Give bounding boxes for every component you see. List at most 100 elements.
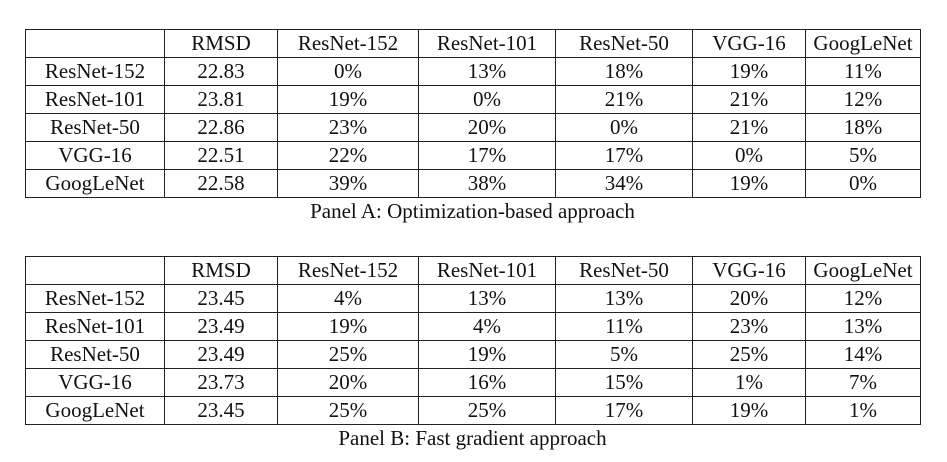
table-cell: 15% <box>555 368 693 397</box>
table-row: ResNet-101 23.49 19% 4% 11% 23% 13% <box>25 312 921 341</box>
header-cell <box>25 256 165 285</box>
table-cell: 23.81 <box>164 85 278 114</box>
header-cell: RMSD <box>164 29 278 58</box>
table-cell: 25% <box>692 340 806 369</box>
row-label: ResNet-50 <box>25 113 165 142</box>
table-cell: 39% <box>277 169 419 198</box>
table-cell: 23% <box>692 312 806 341</box>
table-cell: 5% <box>555 340 693 369</box>
table-cell: 0% <box>805 169 921 198</box>
table-cell: 19% <box>277 85 419 114</box>
table-cell: 17% <box>555 141 693 170</box>
table-cell: 23.45 <box>164 396 278 425</box>
table-cell: 20% <box>277 368 419 397</box>
table-cell: 4% <box>418 312 556 341</box>
row-label: VGG-16 <box>25 141 165 170</box>
results-table-panel-b: RMSD ResNet-152 ResNet-101 ResNet-50 VGG… <box>25 256 921 425</box>
table-cell: 23.73 <box>164 368 278 397</box>
table-cell: 25% <box>418 396 556 425</box>
header-cell: GoogLeNet <box>805 29 921 58</box>
table-header-row: RMSD ResNet-152 ResNet-101 ResNet-50 VGG… <box>25 256 921 285</box>
row-label: GoogLeNet <box>25 169 165 198</box>
table-cell: 23.49 <box>164 312 278 341</box>
table-row: GoogLeNet 23.45 25% 25% 17% 19% 1% <box>25 396 921 425</box>
header-cell: ResNet-101 <box>418 256 556 285</box>
table-cell: 12% <box>805 85 921 114</box>
table-cell: 0% <box>418 85 556 114</box>
table-cell: 25% <box>277 340 419 369</box>
table-cell: 17% <box>555 396 693 425</box>
row-label: VGG-16 <box>25 368 165 397</box>
row-label: ResNet-101 <box>25 85 165 114</box>
table-row: ResNet-152 22.83 0% 13% 18% 19% 11% <box>25 57 921 86</box>
panel-caption: Panel B: Fast gradient approach <box>338 426 607 450</box>
table-row: ResNet-152 23.45 4% 13% 13% 20% 12% <box>25 284 921 313</box>
table-cell: 0% <box>692 141 806 170</box>
table-cell: 0% <box>277 57 419 86</box>
table-cell: 5% <box>805 141 921 170</box>
table-cell: 19% <box>277 312 419 341</box>
table-cell: 14% <box>805 340 921 369</box>
table-cell: 13% <box>418 284 556 313</box>
header-cell: VGG-16 <box>692 256 806 285</box>
panel-b: RMSD ResNet-152 ResNet-101 ResNet-50 VGG… <box>25 256 921 451</box>
header-cell: GoogLeNet <box>805 256 921 285</box>
table-cell: 7% <box>805 368 921 397</box>
table-cell: 22.58 <box>164 169 278 198</box>
table-cell: 34% <box>555 169 693 198</box>
table-cell: 11% <box>805 57 921 86</box>
table-row: ResNet-50 22.86 23% 20% 0% 21% 18% <box>25 113 921 142</box>
results-table-panel-a: RMSD ResNet-152 ResNet-101 ResNet-50 VGG… <box>25 29 921 198</box>
table-cell: 4% <box>277 284 419 313</box>
table-cell: 21% <box>555 85 693 114</box>
table-cell: 20% <box>418 113 556 142</box>
header-cell: ResNet-50 <box>555 29 693 58</box>
panel-a: RMSD ResNet-152 ResNet-101 ResNet-50 VGG… <box>25 29 921 224</box>
table-cell: 19% <box>692 57 806 86</box>
row-label: ResNet-50 <box>25 340 165 369</box>
table-row: ResNet-50 23.49 25% 19% 5% 25% 14% <box>25 340 921 369</box>
table-cell: 38% <box>418 169 556 198</box>
header-cell <box>25 29 165 58</box>
table-cell: 19% <box>692 169 806 198</box>
header-cell: ResNet-50 <box>555 256 693 285</box>
table-cell: 19% <box>692 396 806 425</box>
table-cell: 16% <box>418 368 556 397</box>
table-cell: 21% <box>692 85 806 114</box>
table-header-row: RMSD ResNet-152 ResNet-101 ResNet-50 VGG… <box>25 29 921 58</box>
table-cell: 23.49 <box>164 340 278 369</box>
table-row: VGG-16 23.73 20% 16% 15% 1% 7% <box>25 368 921 397</box>
table-cell: 12% <box>805 284 921 313</box>
panel-caption: Panel A: Optimization-based approach <box>310 199 635 223</box>
table-cell: 22.51 <box>164 141 278 170</box>
table-cell: 1% <box>805 396 921 425</box>
table-cell: 13% <box>418 57 556 86</box>
table-cell: 1% <box>692 368 806 397</box>
header-cell: ResNet-152 <box>277 29 419 58</box>
table-cell: 13% <box>555 284 693 313</box>
table-cell: 22.83 <box>164 57 278 86</box>
table-cell: 25% <box>277 396 419 425</box>
table-cell: 22% <box>277 141 419 170</box>
table-row: VGG-16 22.51 22% 17% 17% 0% 5% <box>25 141 921 170</box>
table-cell: 19% <box>418 340 556 369</box>
row-label: ResNet-152 <box>25 284 165 313</box>
table-cell: 11% <box>555 312 693 341</box>
table-cell: 17% <box>418 141 556 170</box>
table-cell: 21% <box>692 113 806 142</box>
header-cell: VGG-16 <box>692 29 806 58</box>
header-cell: ResNet-152 <box>277 256 419 285</box>
row-label: ResNet-152 <box>25 57 165 86</box>
table-cell: 18% <box>555 57 693 86</box>
table-cell: 22.86 <box>164 113 278 142</box>
table-cell: 0% <box>555 113 693 142</box>
table-cell: 23% <box>277 113 419 142</box>
header-cell: ResNet-101 <box>418 29 556 58</box>
row-label: GoogLeNet <box>25 396 165 425</box>
row-label: ResNet-101 <box>25 312 165 341</box>
table-row: ResNet-101 23.81 19% 0% 21% 21% 12% <box>25 85 921 114</box>
table-cell: 23.45 <box>164 284 278 313</box>
table-cell: 13% <box>805 312 921 341</box>
table-cell: 20% <box>692 284 806 313</box>
table-row: GoogLeNet 22.58 39% 38% 34% 19% 0% <box>25 169 921 198</box>
